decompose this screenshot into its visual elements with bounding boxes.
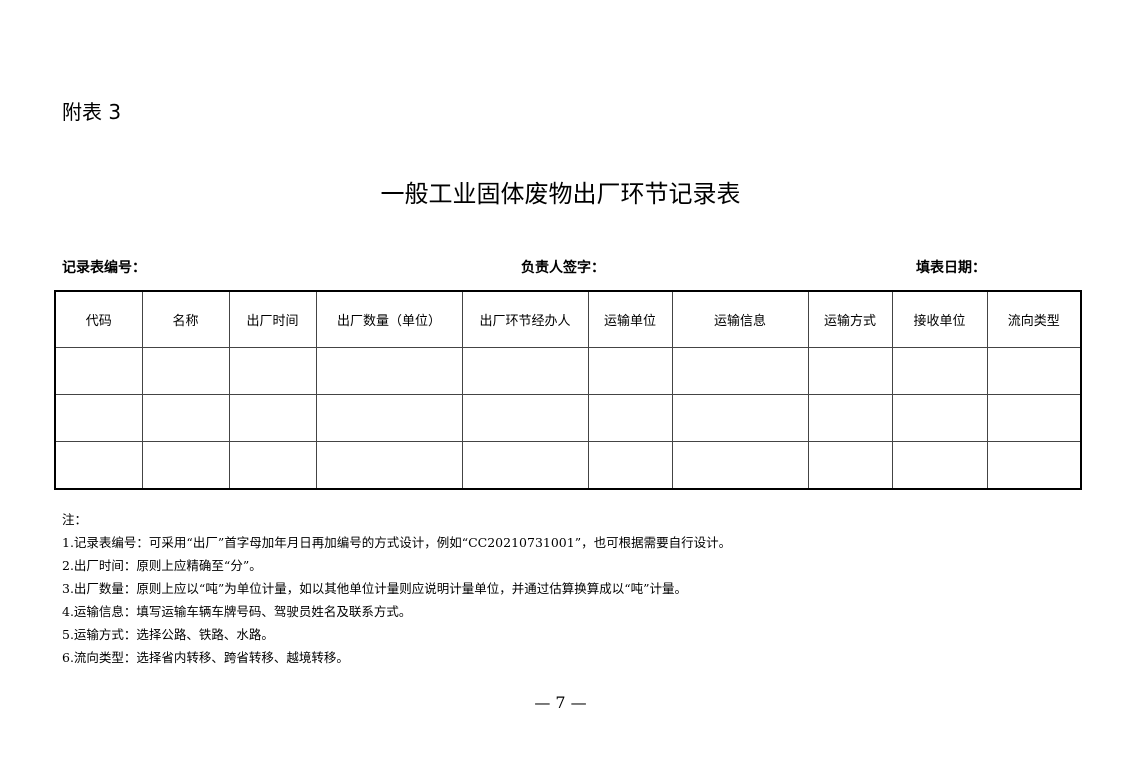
table-cell[interactable]: [807, 347, 893, 395]
table-cell[interactable]: [54, 441, 143, 490]
column-header: 运输单位: [587, 290, 673, 348]
table-cell[interactable]: [587, 347, 673, 395]
table-cell[interactable]: [587, 441, 673, 490]
column-header: 运输方式: [807, 290, 893, 348]
table-cell[interactable]: [461, 394, 589, 442]
table-cell[interactable]: [461, 347, 589, 395]
record-table: 代码 名称 出厂时间 出厂数量（单位） 出厂环节经办人 运输单位 运输信息 运输方式 接收单位流…: [54, 290, 1082, 490]
table-cell[interactable]: [315, 394, 463, 442]
table-cell[interactable]: [461, 441, 589, 490]
notes-heading: 注：: [62, 512, 88, 527]
column-header: 流向类型: [986, 290, 1082, 348]
note-item: 3.出厂数量：原则上应以“吨”为单位计量，如以其他单位计量则应说明计量单位，并通…: [62, 581, 687, 596]
table-cell[interactable]: [807, 441, 893, 490]
table-cell[interactable]: [671, 347, 809, 395]
table-row: [54, 347, 1082, 395]
column-header: 接收单位: [891, 290, 988, 348]
signature-label: 负责人签字：: [521, 260, 605, 276]
date-label: 填表日期：: [916, 260, 986, 276]
notes: 注： 1.记录表编号：可采用“出厂”首字母加年月日再加编号的方式设计，例如“CC…: [62, 508, 731, 669]
table-cell[interactable]: [54, 347, 143, 395]
column-header: 名称: [141, 290, 230, 348]
table-cell[interactable]: [891, 441, 988, 490]
table-cell[interactable]: [986, 347, 1082, 395]
column-header: 出厂数量（单位）: [315, 290, 463, 348]
table-cell[interactable]: [141, 394, 230, 442]
note-item: 5.运输方式：选择公路、铁路、水路。: [62, 627, 274, 642]
table-cell[interactable]: [986, 394, 1082, 442]
column-header: 代码: [54, 290, 143, 348]
table-cell[interactable]: [141, 347, 230, 395]
record-number-label: 记录表编号：: [62, 260, 146, 276]
column-header: 出厂时间: [228, 290, 317, 348]
appendix-label: 附表 3: [62, 100, 122, 124]
table-cell[interactable]: [141, 441, 230, 490]
table-cell[interactable]: [986, 441, 1082, 490]
table-header-row: 代码 名称 出厂时间 出厂数量（单位） 出厂环节经办人 运输单位 运输信息 运输方式 接收单位流…: [54, 290, 1082, 348]
column-header: 运输信息: [671, 290, 809, 348]
note-item: 1.记录表编号：可采用“出厂”首字母加年月日再加编号的方式设计，例如“CC202…: [62, 535, 732, 550]
table-cell[interactable]: [891, 394, 988, 442]
note-item: 6.流向类型：选择省内转移、跨省转移、越境转移。: [62, 650, 349, 665]
table-row: [54, 394, 1082, 442]
table-cell[interactable]: [315, 347, 463, 395]
table-cell[interactable]: [228, 347, 317, 395]
column-header: 出厂环节经办人: [461, 290, 589, 348]
table-cell[interactable]: [891, 347, 988, 395]
table-cell[interactable]: [671, 441, 809, 490]
table-cell[interactable]: [807, 394, 893, 442]
table-row: [54, 441, 1082, 490]
table-cell[interactable]: [54, 394, 143, 442]
note-item: 4.运输信息：填写运输车辆车牌号码、驾驶员姓名及联系方式。: [62, 604, 412, 619]
page-title: 一般工业固体废物出厂环节记录表: [380, 180, 741, 208]
note-item: 2.出厂时间：原则上应精确至“分”。: [62, 558, 262, 573]
table-cell[interactable]: [228, 441, 317, 490]
table-cell[interactable]: [587, 394, 673, 442]
table-cell[interactable]: [315, 441, 463, 490]
table-cell[interactable]: [671, 394, 809, 442]
page-number: — 7 —: [534, 693, 587, 712]
table-cell[interactable]: [228, 394, 317, 442]
